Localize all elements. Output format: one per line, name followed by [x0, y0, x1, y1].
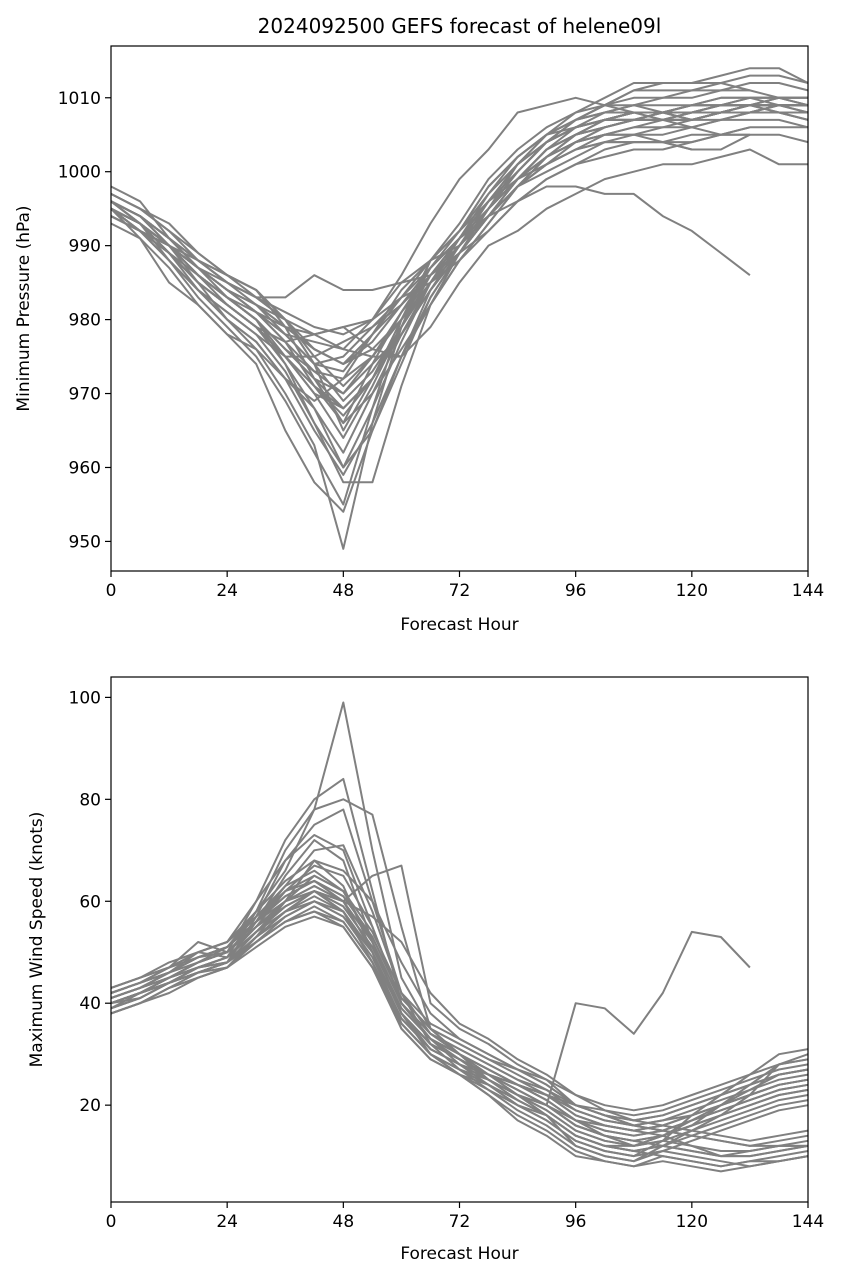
- chart-title: 2024092500 GEFS forecast of helene09l: [258, 14, 662, 38]
- pressure-series-line-2: [110, 111, 750, 506]
- wind-x-axis-label: Forecast Hour: [400, 1244, 518, 1264]
- pressure-series-line-12: [110, 111, 808, 484]
- wind-y-tick-label: 20: [79, 1096, 101, 1116]
- pressure-series-line-17: [110, 104, 808, 439]
- pressure-series-line-33: [110, 96, 808, 351]
- wind-series-line-22: [110, 890, 809, 1137]
- wind-series-line-16: [110, 859, 808, 1147]
- wind-y-axis-label: Maximum Wind Speed (knots): [27, 812, 47, 1068]
- wind-y-tick-label: 60: [79, 892, 101, 912]
- wind-x-tick-label: 120: [676, 1212, 708, 1232]
- wind-series-line-23: [110, 890, 809, 1142]
- wind-series-line-29: [110, 890, 809, 1137]
- pressure-series-line-4: [110, 96, 809, 432]
- pressure-x-axis-label: Forecast Hour: [400, 615, 518, 635]
- wind-series-line-9: [110, 834, 808, 1152]
- wind-y-tick-label: 40: [79, 994, 101, 1014]
- wind-series-line-14: [110, 864, 809, 1147]
- wind-series-line-15: [110, 890, 809, 1142]
- pressure-x-ticks: 0 24 48 72 96 120 144: [106, 571, 824, 601]
- wind-series-line-28: [110, 905, 809, 1152]
- pressure-series-line-5: [110, 104, 809, 395]
- wind-series-line-20: [110, 879, 809, 1112]
- wind-series-line-25: [110, 879, 809, 1127]
- pressure-series-line-29: [110, 104, 809, 425]
- pressure-x-tick-label: 144: [792, 581, 824, 601]
- wind-axes-frame: [110, 676, 809, 1203]
- pressure-series-layer: [110, 67, 809, 550]
- wind-series-line-19: [110, 910, 809, 1117]
- pressure-y-tick-label: 950: [69, 532, 101, 552]
- wind-x-tick-label: 72: [449, 1212, 471, 1232]
- wind-x-tick-label: 48: [333, 1212, 355, 1232]
- wind-series-line-18: [110, 885, 809, 1122]
- pressure-series-line-3: [110, 133, 751, 513]
- wind-series-line-27: [110, 874, 809, 1122]
- pressure-y-tick-label: 970: [69, 385, 101, 405]
- pressure-y-tick-label: 1010: [58, 89, 101, 109]
- pressure-y-axis-label: Minimum Pressure (hPa): [14, 205, 34, 411]
- wind-series-line-8: [110, 864, 809, 1158]
- wind-series-line-30: [110, 910, 809, 1158]
- wind-x-tick-label: 24: [216, 1212, 238, 1232]
- wind-series-line-4: [110, 808, 809, 1168]
- pressure-series-line-8: [110, 104, 808, 454]
- pressure-y-ticks: 950 960 970 980 990 1000 1010: [58, 89, 111, 552]
- pressure-y-tick-label: 1000: [58, 163, 101, 183]
- pressure-x-tick-label: 24: [216, 581, 238, 601]
- pressure-x-tick-label: 48: [333, 581, 355, 601]
- wind-y-ticks: 20 40 60 80 100: [69, 688, 111, 1116]
- pressure-panel: 0 24 48 72 96 120 144 95096097098099010001010 …: [14, 45, 824, 635]
- pressure-x-tick-label: 0: [106, 581, 117, 601]
- wind-y-tick-label: 100: [69, 688, 101, 708]
- wind-x-ticks: 0 24 48 72 96 120 144: [106, 1202, 824, 1232]
- pressure-series-line-28: [110, 96, 808, 410]
- pressure-series-line-9: [110, 104, 808, 410]
- pressure-series-line-11: [110, 104, 808, 425]
- wind-y-tick-label: 80: [79, 790, 101, 810]
- pressure-x-tick-label: 96: [565, 581, 587, 601]
- pressure-series-line-32: [110, 74, 809, 410]
- pressure-y-tick-label: 980: [69, 311, 101, 331]
- pressure-series-line-7: [110, 96, 808, 358]
- wind-x-tick-label: 96: [565, 1212, 587, 1232]
- pressure-series-line-23: [110, 111, 808, 388]
- pressure-x-tick-label: 120: [676, 581, 708, 601]
- wind-x-tick-label: 144: [792, 1212, 824, 1232]
- pressure-series-line-34: [110, 67, 809, 365]
- pressure-y-tick-label: 990: [69, 237, 101, 257]
- pressure-series-line-19: [110, 141, 693, 417]
- pressure-y-tick-label: 960: [69, 458, 101, 478]
- wind-series-layer: [110, 701, 809, 1173]
- wind-x-tick-label: 0: [106, 1212, 117, 1232]
- wind-series-line-26: [110, 895, 809, 1142]
- pressure-x-tick-label: 72: [449, 581, 471, 601]
- wind-series-line-7: [110, 844, 809, 1158]
- wind-series-line-31: [110, 885, 809, 1132]
- wind-panel: 0 24 48 72 96 120 144 20 40 60 80 100 Forecast Hou…: [27, 676, 824, 1264]
